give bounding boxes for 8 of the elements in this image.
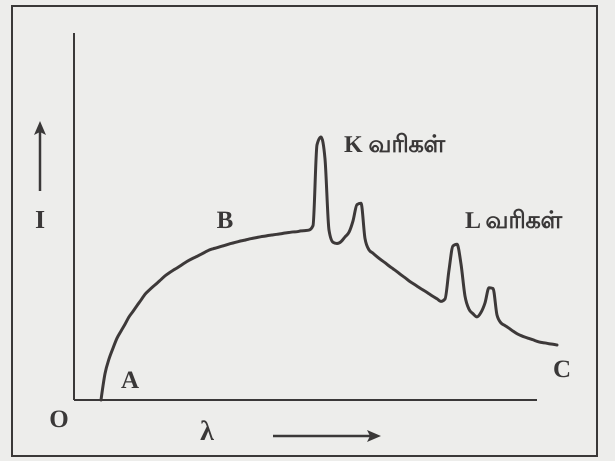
annotation: A bbox=[120, 367, 140, 394]
text: O bbox=[49, 406, 69, 433]
annotation: L வரிகள் bbox=[465, 208, 563, 234]
x-axis-title: λ bbox=[200, 416, 214, 447]
annotation: C bbox=[552, 356, 572, 383]
annotation: K வரிகள் bbox=[344, 132, 446, 158]
y-axis-title: I bbox=[34, 205, 46, 234]
annotation: B bbox=[216, 207, 234, 234]
